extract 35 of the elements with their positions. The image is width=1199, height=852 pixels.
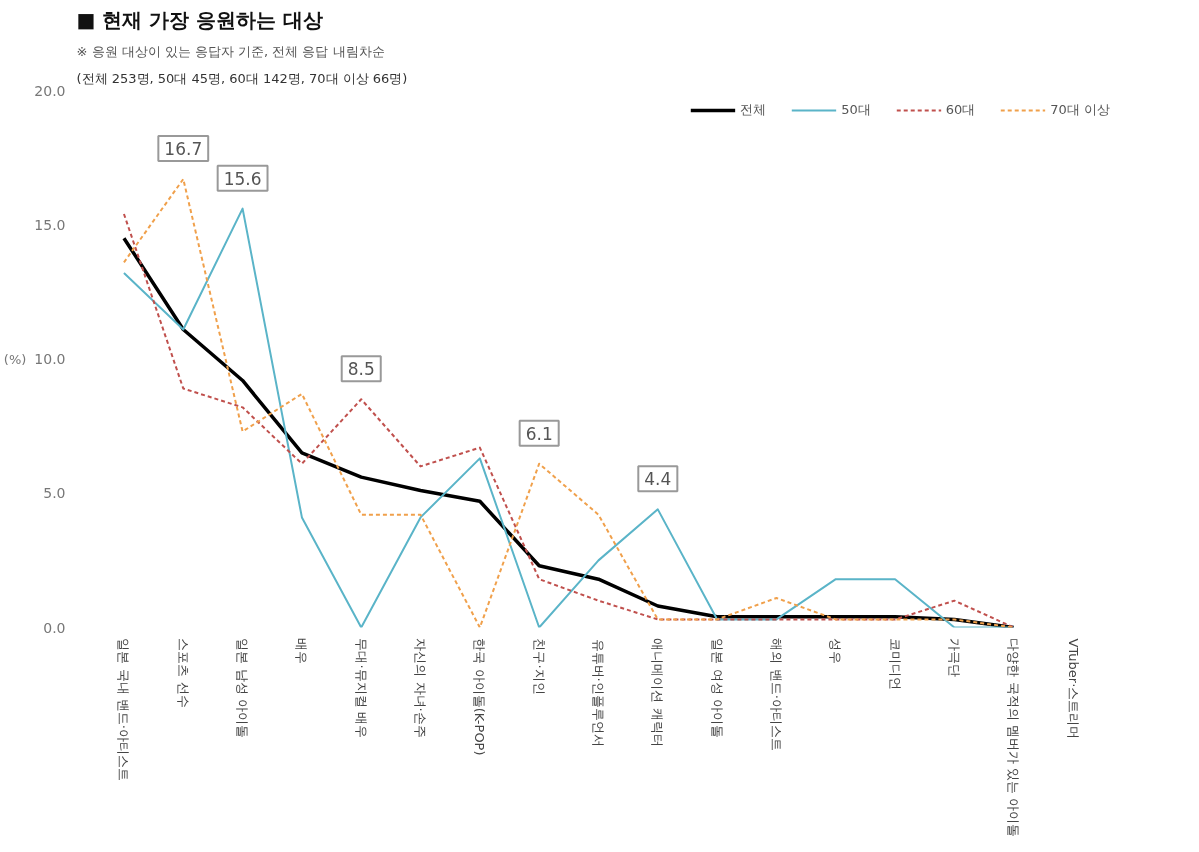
x-tick-label: 한국 아이돌(K-POP) <box>472 638 488 756</box>
annotation: 6.1 <box>525 423 553 444</box>
x-tick-label: 해외 밴드·아티스트 <box>768 638 784 751</box>
chart-title: ■ 현재 가장 응원하는 대상 <box>76 7 324 32</box>
x-tick-label: 가극단 <box>946 638 962 678</box>
legend-label: 전체 <box>740 101 767 119</box>
x-tick-label: 코미디언 <box>887 638 903 691</box>
x-tick-label: 일본 남성 아이돌 <box>235 638 251 738</box>
annotation: 8.5 <box>347 359 375 380</box>
y-axis-title: (%) <box>3 351 27 367</box>
text: (전체 253명, 50대 45명, 60대 142명, 70대 이상 66명) <box>76 70 408 86</box>
y-tick-label: 0.0 <box>43 619 66 636</box>
x-tick-label: 애니메이션 캐릭터 <box>650 638 666 747</box>
x-tick-label: 일본 국내 밴드·아티스트 <box>116 638 132 781</box>
x-tick-label: 일본 여성 아이돌 <box>709 638 725 738</box>
x-tick-label: 친구·지인 <box>531 638 547 695</box>
annotation: 16.7 <box>164 139 203 160</box>
x-tick-label: VTuber·스트리머 <box>1065 638 1081 740</box>
legend-label: 60대 <box>945 101 976 119</box>
annotation: 4.4 <box>644 469 672 490</box>
y-tick-label: 15.0 <box>34 216 66 233</box>
x-tick-label: 배우 <box>294 638 310 665</box>
x-tick-label: 다양한 국적의 멤버가 있는 아이돌 <box>1006 638 1022 838</box>
legend-label: 50대 <box>841 101 871 119</box>
legend-label: 70대 이상 <box>1050 101 1110 119</box>
x-tick-label: 유튜버·인플루언서 <box>591 638 606 747</box>
x-tick-label: 성우 <box>828 638 844 665</box>
x-tick-label: 스포츠 선수 <box>175 638 191 708</box>
x-tick-label: 자신의 자녀·손주 <box>413 638 429 738</box>
x-tick-label: 무대·뮤지컬 배우 <box>353 638 369 738</box>
annotation: 15.6 <box>223 168 262 189</box>
y-tick-label: 20.0 <box>34 82 66 99</box>
y-tick-label: 5.0 <box>43 485 66 502</box>
y-tick-label: 10.0 <box>34 351 66 367</box>
chart-subtitle: ※ 응원 대상이 있는 응답자 기준, 전체 응답 내림차순 <box>76 43 385 59</box>
